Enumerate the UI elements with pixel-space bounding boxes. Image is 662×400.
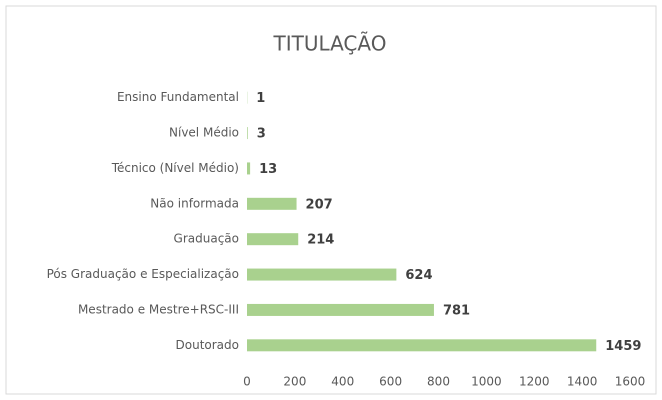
bar <box>247 268 397 281</box>
x-tick-label: 1600 <box>615 375 646 389</box>
chart-frame <box>5 5 657 395</box>
y-tick-label: Mestrado e Mestre+RSC-III <box>78 302 239 316</box>
y-tick-label: Doutorado <box>176 338 239 352</box>
y-tick-label: Técnico (Nível Médio) <box>111 161 239 175</box>
bar <box>247 127 248 140</box>
x-tick-label: 1200 <box>519 375 550 389</box>
value-label: 624 <box>405 268 432 283</box>
value-label: 207 <box>306 197 333 212</box>
bar <box>247 339 597 352</box>
value-label: 1 <box>256 91 265 106</box>
y-tick-label: Ensino Fundamental <box>117 90 239 104</box>
x-tick-label: 200 <box>283 375 306 389</box>
value-label: 214 <box>307 233 334 248</box>
value-label: 3 <box>257 127 266 142</box>
y-tick-label: Não informada <box>150 196 239 210</box>
y-tick-label: Nível Médio <box>169 126 239 140</box>
x-tick-label: 400 <box>331 375 354 389</box>
value-label: 13 <box>259 162 277 177</box>
x-tick-label: 800 <box>427 375 450 389</box>
bar <box>247 197 297 210</box>
bar <box>247 162 251 175</box>
x-tick-label: 0 <box>243 375 251 389</box>
chart-title: TITULAÇÃO <box>273 32 387 56</box>
value-label: 1459 <box>605 339 641 354</box>
x-tick-label: 1000 <box>471 375 502 389</box>
y-tick-label: Graduação <box>174 232 239 246</box>
value-label: 781 <box>443 303 470 318</box>
bar <box>247 303 434 316</box>
x-tick-label: 600 <box>379 375 402 389</box>
y-tick-label: Pós Graduação e Especialização <box>47 267 239 281</box>
bar <box>247 233 299 246</box>
x-tick-label: 1400 <box>567 375 598 389</box>
